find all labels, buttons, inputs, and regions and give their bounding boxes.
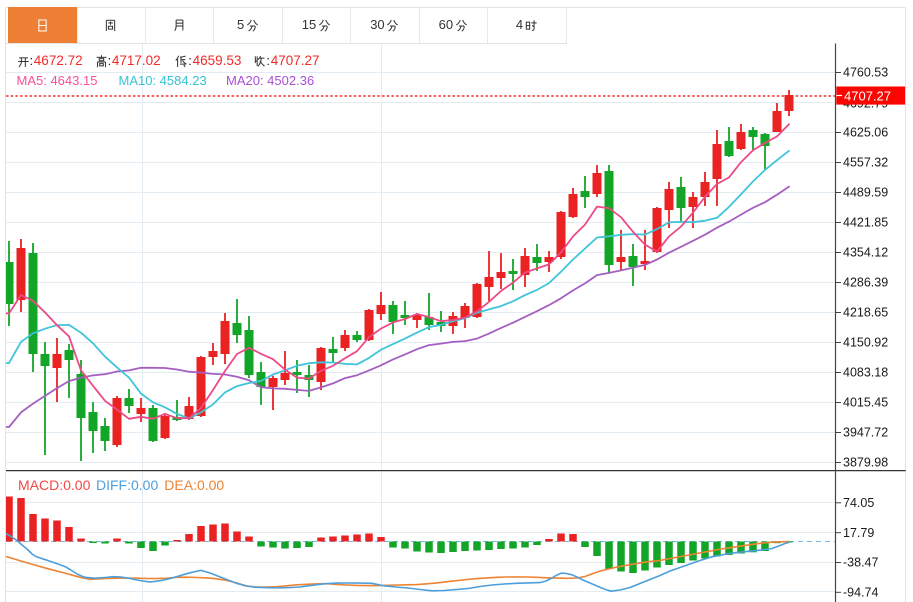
svg-text:4489.59: 4489.59 — [843, 186, 888, 200]
svg-text:4286.39: 4286.39 — [843, 276, 888, 290]
svg-text:3947.72: 3947.72 — [843, 426, 888, 440]
svg-text:4150.92: 4150.92 — [843, 336, 888, 350]
svg-text:4707.27: 4707.27 — [844, 88, 891, 103]
svg-text:4625.06: 4625.06 — [843, 126, 888, 140]
svg-text:4015.45: 4015.45 — [843, 396, 888, 410]
svg-text:4760.53: 4760.53 — [843, 66, 888, 80]
svg-text:4218.65: 4218.65 — [843, 306, 888, 320]
svg-text:4083.18: 4083.18 — [843, 366, 888, 380]
svg-text:74.05: 74.05 — [843, 496, 874, 510]
svg-text:4354.12: 4354.12 — [843, 246, 888, 260]
svg-text:3879.98: 3879.98 — [843, 456, 888, 470]
svg-text:4421.85: 4421.85 — [843, 216, 888, 230]
svg-text:4557.32: 4557.32 — [843, 156, 888, 170]
svg-text:17.79: 17.79 — [843, 526, 874, 540]
svg-text:-94.74: -94.74 — [843, 585, 878, 599]
svg-text:-38.47: -38.47 — [843, 556, 878, 570]
